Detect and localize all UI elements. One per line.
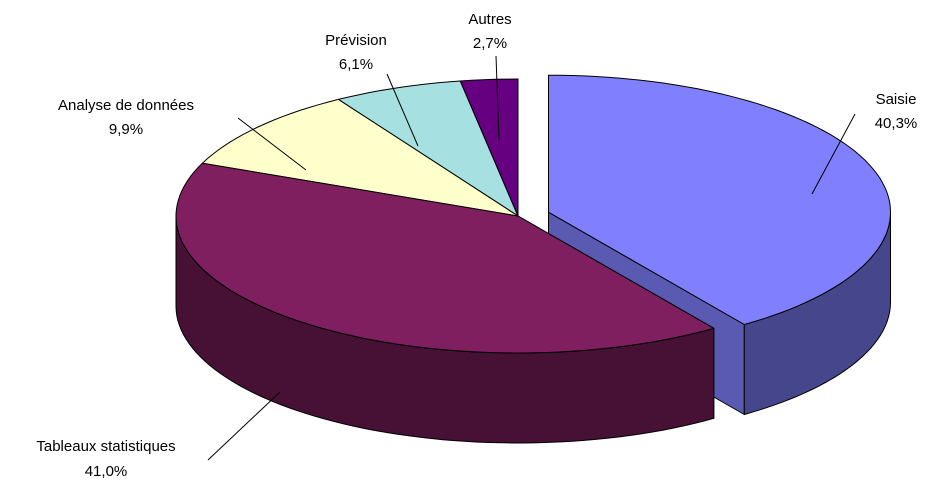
leader-line-saisie (811, 113, 856, 195)
label-name-tableaux-statistiques: Tableaux statistiques (36, 438, 175, 455)
label-value-prevision: 6,1% (339, 56, 373, 73)
slice-top-autres (459, 78, 519, 217)
label-value-saisie: 40,3% (875, 115, 918, 132)
label-name-analyse-de-donnees: Analyse de données (58, 97, 194, 114)
label-value-analyse-de-donnees: 9,9% (109, 121, 143, 138)
slice-top-saisie (548, 74, 891, 325)
leader-line-autres (495, 55, 500, 141)
slice-tops (175, 74, 891, 354)
label-value-autres: 2,7% (473, 35, 507, 52)
leader-line-prevision (386, 73, 419, 147)
leader-line-tableaux-statistiques (207, 391, 281, 461)
label-name-prevision: Prévision (325, 32, 387, 49)
label-name-autres: Autres (468, 11, 511, 28)
slice-top-prevision (337, 80, 519, 217)
slice-top-tableaux-statistiques (175, 162, 715, 354)
label-name-saisie: Saisie (876, 91, 917, 108)
leader-lines (207, 55, 856, 461)
leader-line-analyse-de-donnees (237, 117, 307, 171)
slice-top-analyse-de-donnees (201, 98, 519, 217)
label-value-tableaux-statistiques: 41,0% (85, 463, 128, 480)
